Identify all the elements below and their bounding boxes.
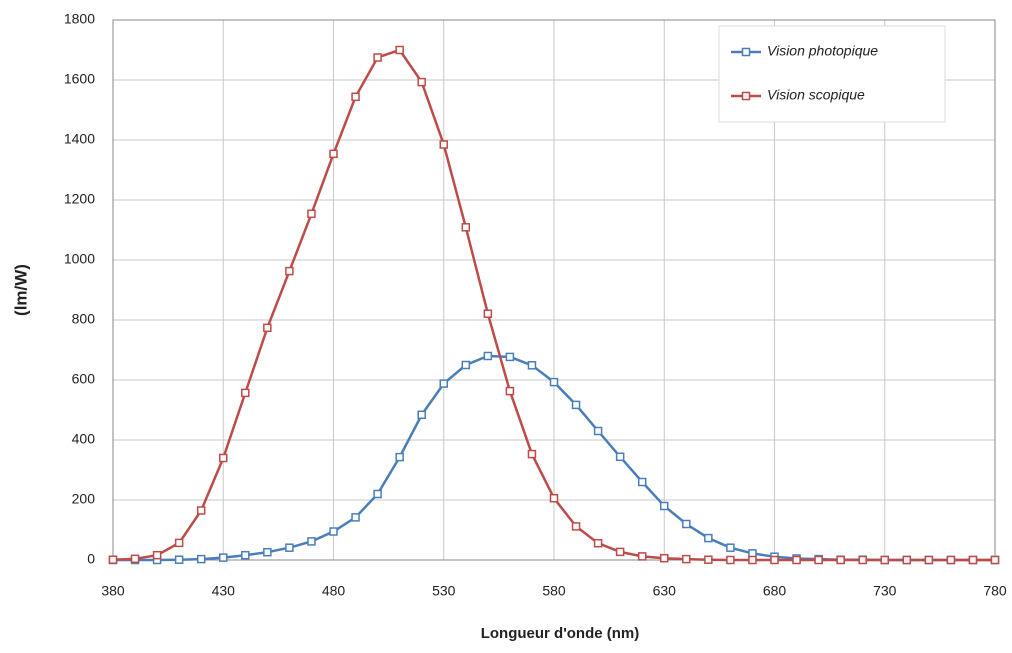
point-marker (373, 53, 382, 62)
point-marker (439, 140, 448, 149)
x-tick-label: 480 (322, 583, 346, 599)
y-tick-label: 1800 (64, 11, 95, 27)
point-marker (682, 554, 691, 564)
point-marker (219, 553, 228, 562)
point-marker (417, 77, 426, 87)
y-axis-label: (lm/W) (11, 264, 30, 316)
point-marker (505, 352, 515, 362)
point-marker (660, 501, 669, 511)
point-marker (549, 377, 559, 387)
point-marker (196, 554, 206, 564)
point-marker (483, 351, 493, 361)
legend: Vision photopique Vision scopique (718, 25, 946, 123)
point-marker (836, 555, 845, 565)
point-marker (660, 553, 669, 563)
point-marker (285, 266, 294, 276)
point-marker (483, 309, 493, 318)
y-tick-label: 1600 (64, 71, 95, 87)
point-marker (395, 45, 404, 55)
point-marker (880, 555, 889, 565)
point-marker (748, 555, 757, 565)
legend-box (718, 25, 946, 123)
point-marker (549, 493, 559, 503)
point-marker (682, 519, 691, 529)
point-marker (130, 554, 140, 564)
point-marker (792, 555, 801, 565)
y-tick-label: 1000 (64, 251, 95, 267)
y-tick-label: 0 (87, 551, 95, 567)
point-marker (263, 323, 272, 333)
legend-label: Vision scopique (767, 87, 865, 103)
legend-marker (741, 47, 751, 57)
point-marker (726, 543, 735, 552)
point-marker (241, 550, 250, 560)
point-marker (174, 538, 184, 548)
point-marker (990, 555, 1000, 565)
point-marker (152, 550, 162, 560)
legend-marker (741, 91, 751, 101)
point-marker (902, 555, 912, 565)
y-tick-label: 1400 (64, 131, 95, 147)
point-marker (395, 452, 404, 462)
point-marker (946, 555, 956, 565)
point-marker (307, 537, 316, 546)
x-tick-label: 380 (101, 583, 125, 599)
point-marker (571, 400, 581, 410)
point-marker (571, 522, 581, 531)
y-tick-label: 800 (72, 311, 96, 327)
x-tick-label: 780 (983, 583, 1007, 599)
point-marker (174, 555, 184, 564)
x-tick-label: 680 (763, 583, 787, 599)
point-marker (461, 223, 471, 232)
point-marker (527, 449, 537, 459)
point-marker (505, 386, 515, 396)
point-marker (968, 555, 978, 565)
point-marker (704, 555, 713, 564)
x-tick-label: 530 (432, 583, 456, 599)
x-tick-label: 730 (873, 583, 897, 599)
point-marker (814, 555, 823, 565)
point-marker (615, 452, 625, 462)
point-marker (770, 555, 779, 565)
point-marker (263, 547, 272, 557)
x-tick-label: 580 (542, 583, 566, 599)
point-marker (219, 453, 228, 463)
point-marker (439, 379, 448, 388)
point-marker (924, 555, 934, 565)
legend-label: Vision photopique (767, 43, 878, 59)
point-marker (329, 149, 338, 159)
point-marker (307, 209, 316, 219)
x-tick-label: 430 (212, 583, 236, 599)
plot-frame (112, 19, 996, 561)
point-marker (593, 426, 603, 436)
point-marker (593, 538, 603, 548)
y-tick-label: 200 (72, 491, 96, 507)
point-marker (373, 489, 382, 499)
x-tick-label: 630 (653, 583, 677, 599)
y-tick-label: 400 (72, 431, 96, 447)
point-marker (858, 555, 867, 565)
x-axis-label: Longueur d'onde (nm) (481, 625, 640, 642)
point-marker (726, 555, 735, 565)
point-marker (704, 533, 713, 543)
point-marker (196, 506, 206, 515)
point-marker (461, 360, 471, 370)
point-marker (351, 92, 360, 102)
point-marker (615, 547, 625, 557)
point-marker (351, 513, 360, 522)
point-marker (285, 543, 294, 552)
point-marker (637, 552, 647, 561)
point-marker (417, 410, 426, 420)
y-tick-label: 1200 (64, 191, 95, 207)
point-marker (108, 555, 118, 564)
point-marker (329, 527, 338, 536)
point-marker (241, 388, 250, 398)
y-tick-label: 600 (72, 371, 96, 387)
point-marker (637, 477, 647, 487)
point-marker (527, 361, 537, 370)
